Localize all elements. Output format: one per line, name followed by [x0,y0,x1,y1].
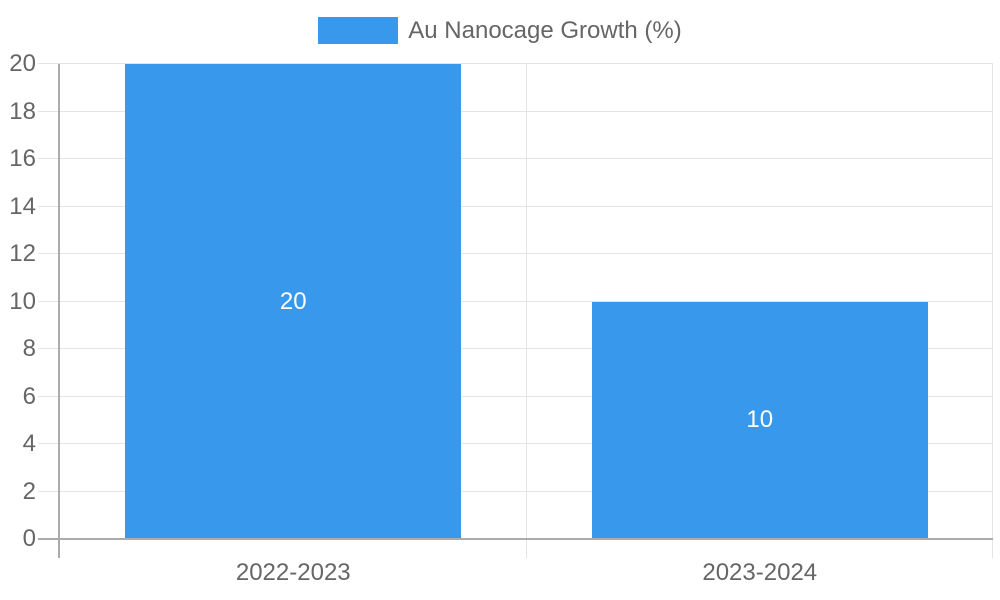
y-gridline [60,110,993,112]
y-tick-label: 12 [9,240,36,267]
y-tick [38,300,60,302]
bar-value-label: 20 [279,287,307,315]
legend-swatch [318,17,399,44]
y-tick-label: 6 [22,382,36,410]
y-tick [38,110,60,112]
y-gridline [60,443,993,444]
x-axis-line [38,538,993,540]
y-tick-label: 8 [22,335,36,362]
y-tick-label: 4 [22,430,36,457]
y-gridline [60,63,993,64]
y-tick [38,395,60,397]
y-tick [38,443,60,444]
y-gridline [60,158,993,159]
y-tick-label: 0 [22,525,36,552]
y-tick-label: 18 [9,97,36,125]
y-tick-label: 16 [9,145,36,172]
bar[interactable] [125,64,462,539]
bar[interactable] [591,301,928,539]
y-gridline [60,300,993,302]
y-gridline [60,348,993,349]
category-gridline [992,64,993,558]
y-tick-label: 14 [9,192,36,220]
y-gridline [60,490,993,492]
y-tick-label: 10 [9,287,36,315]
y-gridline [60,395,993,397]
y-tick [38,205,60,207]
y-tick [38,63,60,64]
y-tick [38,253,60,254]
x-tick-label: 2022-2023 [235,559,351,586]
x-tick-label: 2023-2024 [702,559,818,586]
y-tick [38,158,60,159]
y-gridline [60,253,993,254]
category-gridline [525,64,527,558]
y-axis-line [58,64,60,558]
y-tick [38,490,60,492]
y-tick-label: 20 [9,50,36,77]
y-tick [38,348,60,349]
chart-legend[interactable]: Au Nanocage Growth (%) [0,17,1000,44]
bar-value-label: 10 [746,406,774,434]
y-gridline [60,205,993,207]
y-tick-label: 2 [22,477,36,505]
legend-label: Au Nanocage Growth (%) [408,17,682,44]
